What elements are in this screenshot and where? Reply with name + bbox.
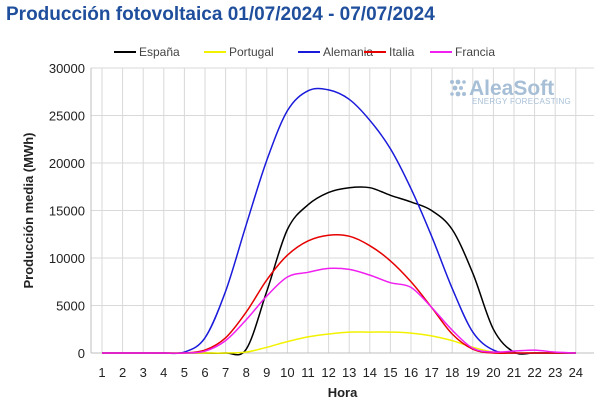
y-axis-title: Producción media (MWh): [21, 133, 36, 289]
legend-label-francia: Francia: [455, 45, 495, 59]
y-axis-ticks: 0 5000 10000 15000 20000 25000 30000: [49, 61, 85, 361]
y-tick-label: 10000: [49, 251, 85, 266]
x-tick-label: 11: [301, 365, 315, 380]
y-tick-label: 15000: [49, 204, 85, 219]
series-line-portugal: [102, 331, 576, 354]
legend-label-italia: Italia: [389, 45, 415, 59]
logo-dot: [459, 86, 463, 90]
x-tick-label: 5: [181, 365, 188, 380]
logo-dot: [455, 79, 461, 85]
x-tick-label: 1: [98, 365, 105, 380]
logo-tagline: ENERGY FORECASTING: [472, 97, 571, 106]
x-tick-label: 19: [466, 365, 480, 380]
x-tick-label: 9: [263, 365, 270, 380]
y-tick-label: 25000: [49, 109, 85, 124]
logo-text: AleaSoft: [469, 77, 554, 100]
legend-label-alemania: Alemania: [323, 45, 373, 59]
x-tick-label: 18: [445, 365, 459, 380]
x-tick-label: 8: [243, 365, 250, 380]
logo-dot: [452, 85, 458, 91]
x-tick-label: 3: [140, 365, 147, 380]
y-tick-label: 30000: [49, 61, 85, 76]
y-tick-label: 20000: [49, 156, 85, 171]
series-layer: [102, 87, 576, 356]
series-line-espana: [102, 186, 576, 356]
series-line-italia: [102, 233, 576, 355]
y-tick-label: 0: [78, 346, 85, 361]
series-line-francia: [102, 267, 576, 354]
x-tick-label: 16: [404, 365, 418, 380]
x-tick-label: 22: [527, 365, 541, 380]
x-tick-label: 7: [222, 365, 229, 380]
legend-label-portugal: Portugal: [229, 45, 274, 59]
chart-title: Producción fotovoltaica 01/07/2024 - 07/…: [6, 4, 435, 25]
aleasoft-logo: AleaSoft ENERGY FORECASTING: [450, 77, 571, 106]
x-tick-label: 23: [548, 365, 562, 380]
x-tick-label: 21: [507, 365, 521, 380]
x-axis-ticks: 1 2 3 4 5 6 7 8 9 10 11 12 13 14 15 16 17 18 19 20 21 22 23 24: [98, 365, 583, 380]
series-line-alemania: [102, 87, 576, 355]
legend-label-espana: España: [139, 45, 180, 59]
y-tick-label: 5000: [56, 299, 85, 314]
logo-dot: [462, 80, 466, 84]
logo-dot: [462, 92, 466, 96]
x-tick-label: 14: [363, 365, 377, 380]
x-tick-label: 6: [201, 365, 208, 380]
legend: España Portugal Alemania Italia Francia: [114, 45, 495, 59]
x-tick-label: 12: [321, 365, 335, 380]
logo-dots-icon: [450, 79, 466, 97]
x-tick-label: 24: [569, 365, 583, 380]
x-tick-label: 10: [280, 365, 294, 380]
logo-dot: [450, 80, 454, 84]
x-tick-label: 15: [383, 365, 397, 380]
x-tick-label: 17: [424, 365, 438, 380]
logo-dot: [455, 91, 461, 97]
x-tick-label: 2: [119, 365, 126, 380]
x-axis-title: Hora: [328, 385, 358, 400]
x-tick-label: 13: [342, 365, 356, 380]
grid: [91, 67, 594, 354]
x-tick-label: 4: [160, 365, 167, 380]
x-tick-label: 20: [486, 365, 500, 380]
logo-dot: [450, 92, 454, 96]
